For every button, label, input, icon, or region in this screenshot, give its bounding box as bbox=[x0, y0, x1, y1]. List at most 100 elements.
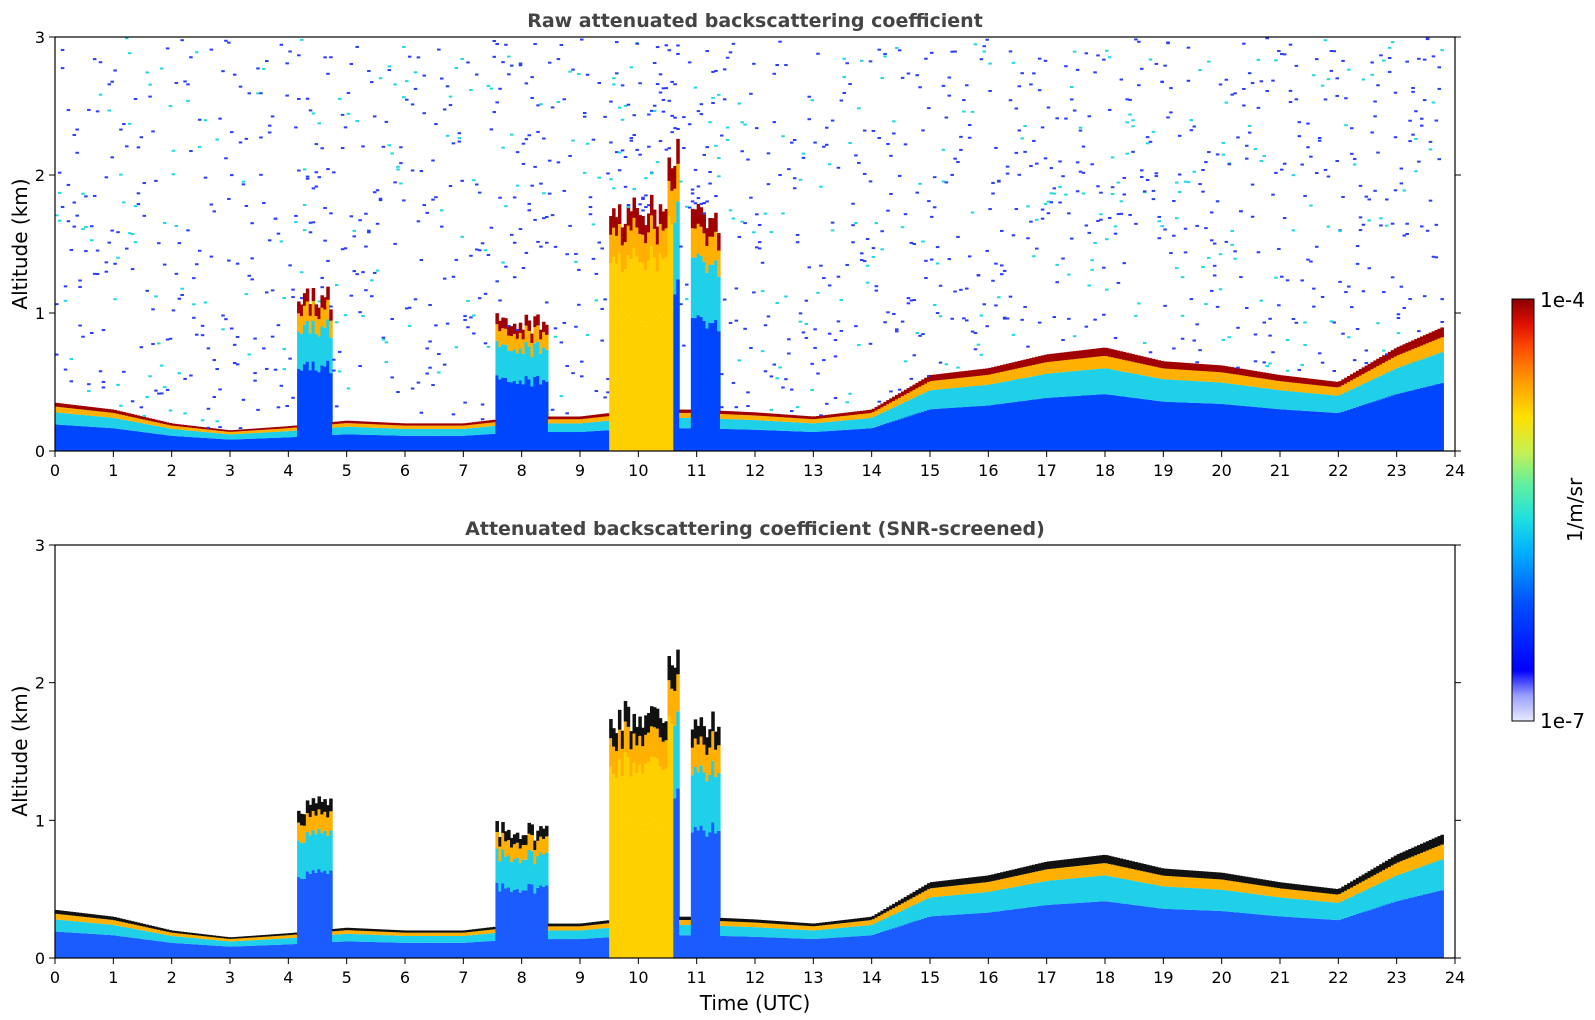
heatmap-cell bbox=[816, 418, 820, 423]
noise-pixel bbox=[524, 138, 529, 141]
heatmap-cell bbox=[253, 430, 257, 434]
heatmap-cell bbox=[1125, 352, 1129, 361]
heatmap-cell bbox=[562, 930, 567, 940]
noise-pixel bbox=[235, 335, 240, 338]
heatmap-cell bbox=[1046, 354, 1051, 362]
heatmap-cell bbox=[384, 935, 389, 943]
noise-pixel bbox=[125, 247, 129, 250]
heatmap-cell bbox=[1014, 361, 1019, 369]
heatmap-cell bbox=[612, 831, 616, 958]
noise-pixel bbox=[1288, 43, 1293, 46]
heatmap-cell bbox=[685, 428, 689, 451]
heatmap-cell bbox=[536, 341, 540, 376]
heatmap-cell bbox=[1005, 870, 1010, 878]
heatmap-cell bbox=[337, 421, 342, 424]
heatmap-cell bbox=[1262, 372, 1267, 379]
heatmap-cell bbox=[903, 389, 908, 395]
noise-pixel bbox=[1032, 255, 1036, 258]
heatmap-cell bbox=[1183, 380, 1188, 403]
noise-pixel bbox=[1032, 139, 1036, 142]
heatmap-cell bbox=[857, 921, 861, 927]
noise-pixel bbox=[469, 316, 473, 319]
heatmap-cell bbox=[442, 942, 447, 958]
noise-pixel bbox=[265, 367, 269, 370]
heatmap-cell bbox=[559, 923, 564, 927]
heatmap-cell bbox=[956, 914, 960, 958]
heatmap-cell bbox=[594, 421, 599, 431]
heatmap-cell bbox=[1247, 406, 1252, 451]
heatmap-cell bbox=[1084, 902, 1089, 958]
heatmap-cell bbox=[1224, 366, 1229, 373]
noise-pixel bbox=[384, 361, 389, 364]
noise-pixel bbox=[1075, 161, 1080, 164]
heatmap-cell bbox=[1037, 356, 1042, 364]
heatmap-cell bbox=[685, 409, 689, 413]
heatmap-cell bbox=[1037, 363, 1042, 376]
heatmap-cell bbox=[1017, 360, 1022, 369]
heatmap-cell bbox=[1142, 364, 1147, 376]
heatmap-cell bbox=[970, 913, 975, 958]
heatmap-cell bbox=[877, 405, 882, 409]
heatmap-cell bbox=[798, 431, 803, 451]
heatmap-cell bbox=[804, 418, 809, 423]
heatmap-cell bbox=[1163, 368, 1167, 380]
noise-pixel bbox=[311, 112, 316, 115]
heatmap-cell bbox=[434, 930, 438, 933]
heatmap-cell bbox=[868, 413, 873, 419]
heatmap-cell bbox=[749, 936, 753, 958]
heatmap-cell bbox=[947, 886, 952, 896]
noise-pixel bbox=[1072, 109, 1077, 112]
heatmap-cell bbox=[857, 429, 861, 451]
heatmap-cell bbox=[244, 936, 249, 938]
heatmap-cell bbox=[270, 437, 275, 451]
noise-pixel bbox=[98, 370, 103, 373]
heatmap-cell bbox=[387, 428, 392, 436]
heatmap-cell bbox=[661, 722, 666, 742]
heatmap-cell bbox=[1122, 867, 1127, 879]
heatmap-cell bbox=[142, 939, 147, 958]
heatmap-cell bbox=[1043, 869, 1048, 882]
heatmap-cell bbox=[562, 432, 567, 451]
heatmap-cell bbox=[886, 410, 890, 424]
heatmap-cell bbox=[241, 938, 246, 941]
heatmap-cell bbox=[1259, 371, 1264, 379]
heatmap-cell bbox=[227, 941, 231, 947]
heatmap-cell bbox=[871, 919, 876, 925]
heatmap-cell bbox=[787, 929, 791, 939]
heatmap-cell bbox=[78, 409, 82, 415]
noise-pixel bbox=[393, 181, 397, 184]
heatmap-cell bbox=[1055, 904, 1059, 958]
heatmap-cell bbox=[437, 932, 441, 936]
heatmap-cell bbox=[200, 935, 205, 939]
heatmap-cell bbox=[1049, 397, 1054, 451]
heatmap-cell bbox=[717, 233, 721, 251]
heatmap-cell bbox=[352, 420, 357, 424]
heatmap-cell bbox=[609, 719, 613, 739]
noise-pixel bbox=[1329, 50, 1334, 53]
heatmap-cell bbox=[1113, 370, 1118, 396]
heatmap-cell bbox=[772, 928, 777, 938]
heatmap-cell bbox=[154, 932, 158, 941]
heatmap-cell bbox=[230, 941, 234, 947]
heatmap-cell bbox=[533, 316, 537, 328]
noise-pixel bbox=[1035, 247, 1039, 250]
heatmap-cell bbox=[813, 938, 817, 958]
heatmap-cell bbox=[690, 747, 695, 776]
heatmap-cell bbox=[1402, 392, 1407, 451]
heatmap-cell bbox=[1212, 403, 1217, 451]
heatmap-cell bbox=[603, 413, 607, 417]
heatmap-cell bbox=[1163, 875, 1167, 887]
heatmap-cell bbox=[489, 420, 494, 423]
heatmap-cell bbox=[1245, 406, 1249, 451]
noise-pixel bbox=[524, 251, 529, 254]
heatmap-area bbox=[55, 37, 1444, 451]
heatmap-cell bbox=[87, 410, 91, 416]
heatmap-cell bbox=[133, 921, 138, 925]
heatmap-cell bbox=[644, 734, 648, 764]
noise-pixel bbox=[720, 406, 724, 409]
heatmap-cell bbox=[95, 407, 100, 412]
noise-pixel bbox=[865, 238, 870, 241]
noise-pixel bbox=[737, 235, 742, 238]
heatmap-cell bbox=[737, 429, 742, 451]
heatmap-cell bbox=[1008, 380, 1013, 403]
